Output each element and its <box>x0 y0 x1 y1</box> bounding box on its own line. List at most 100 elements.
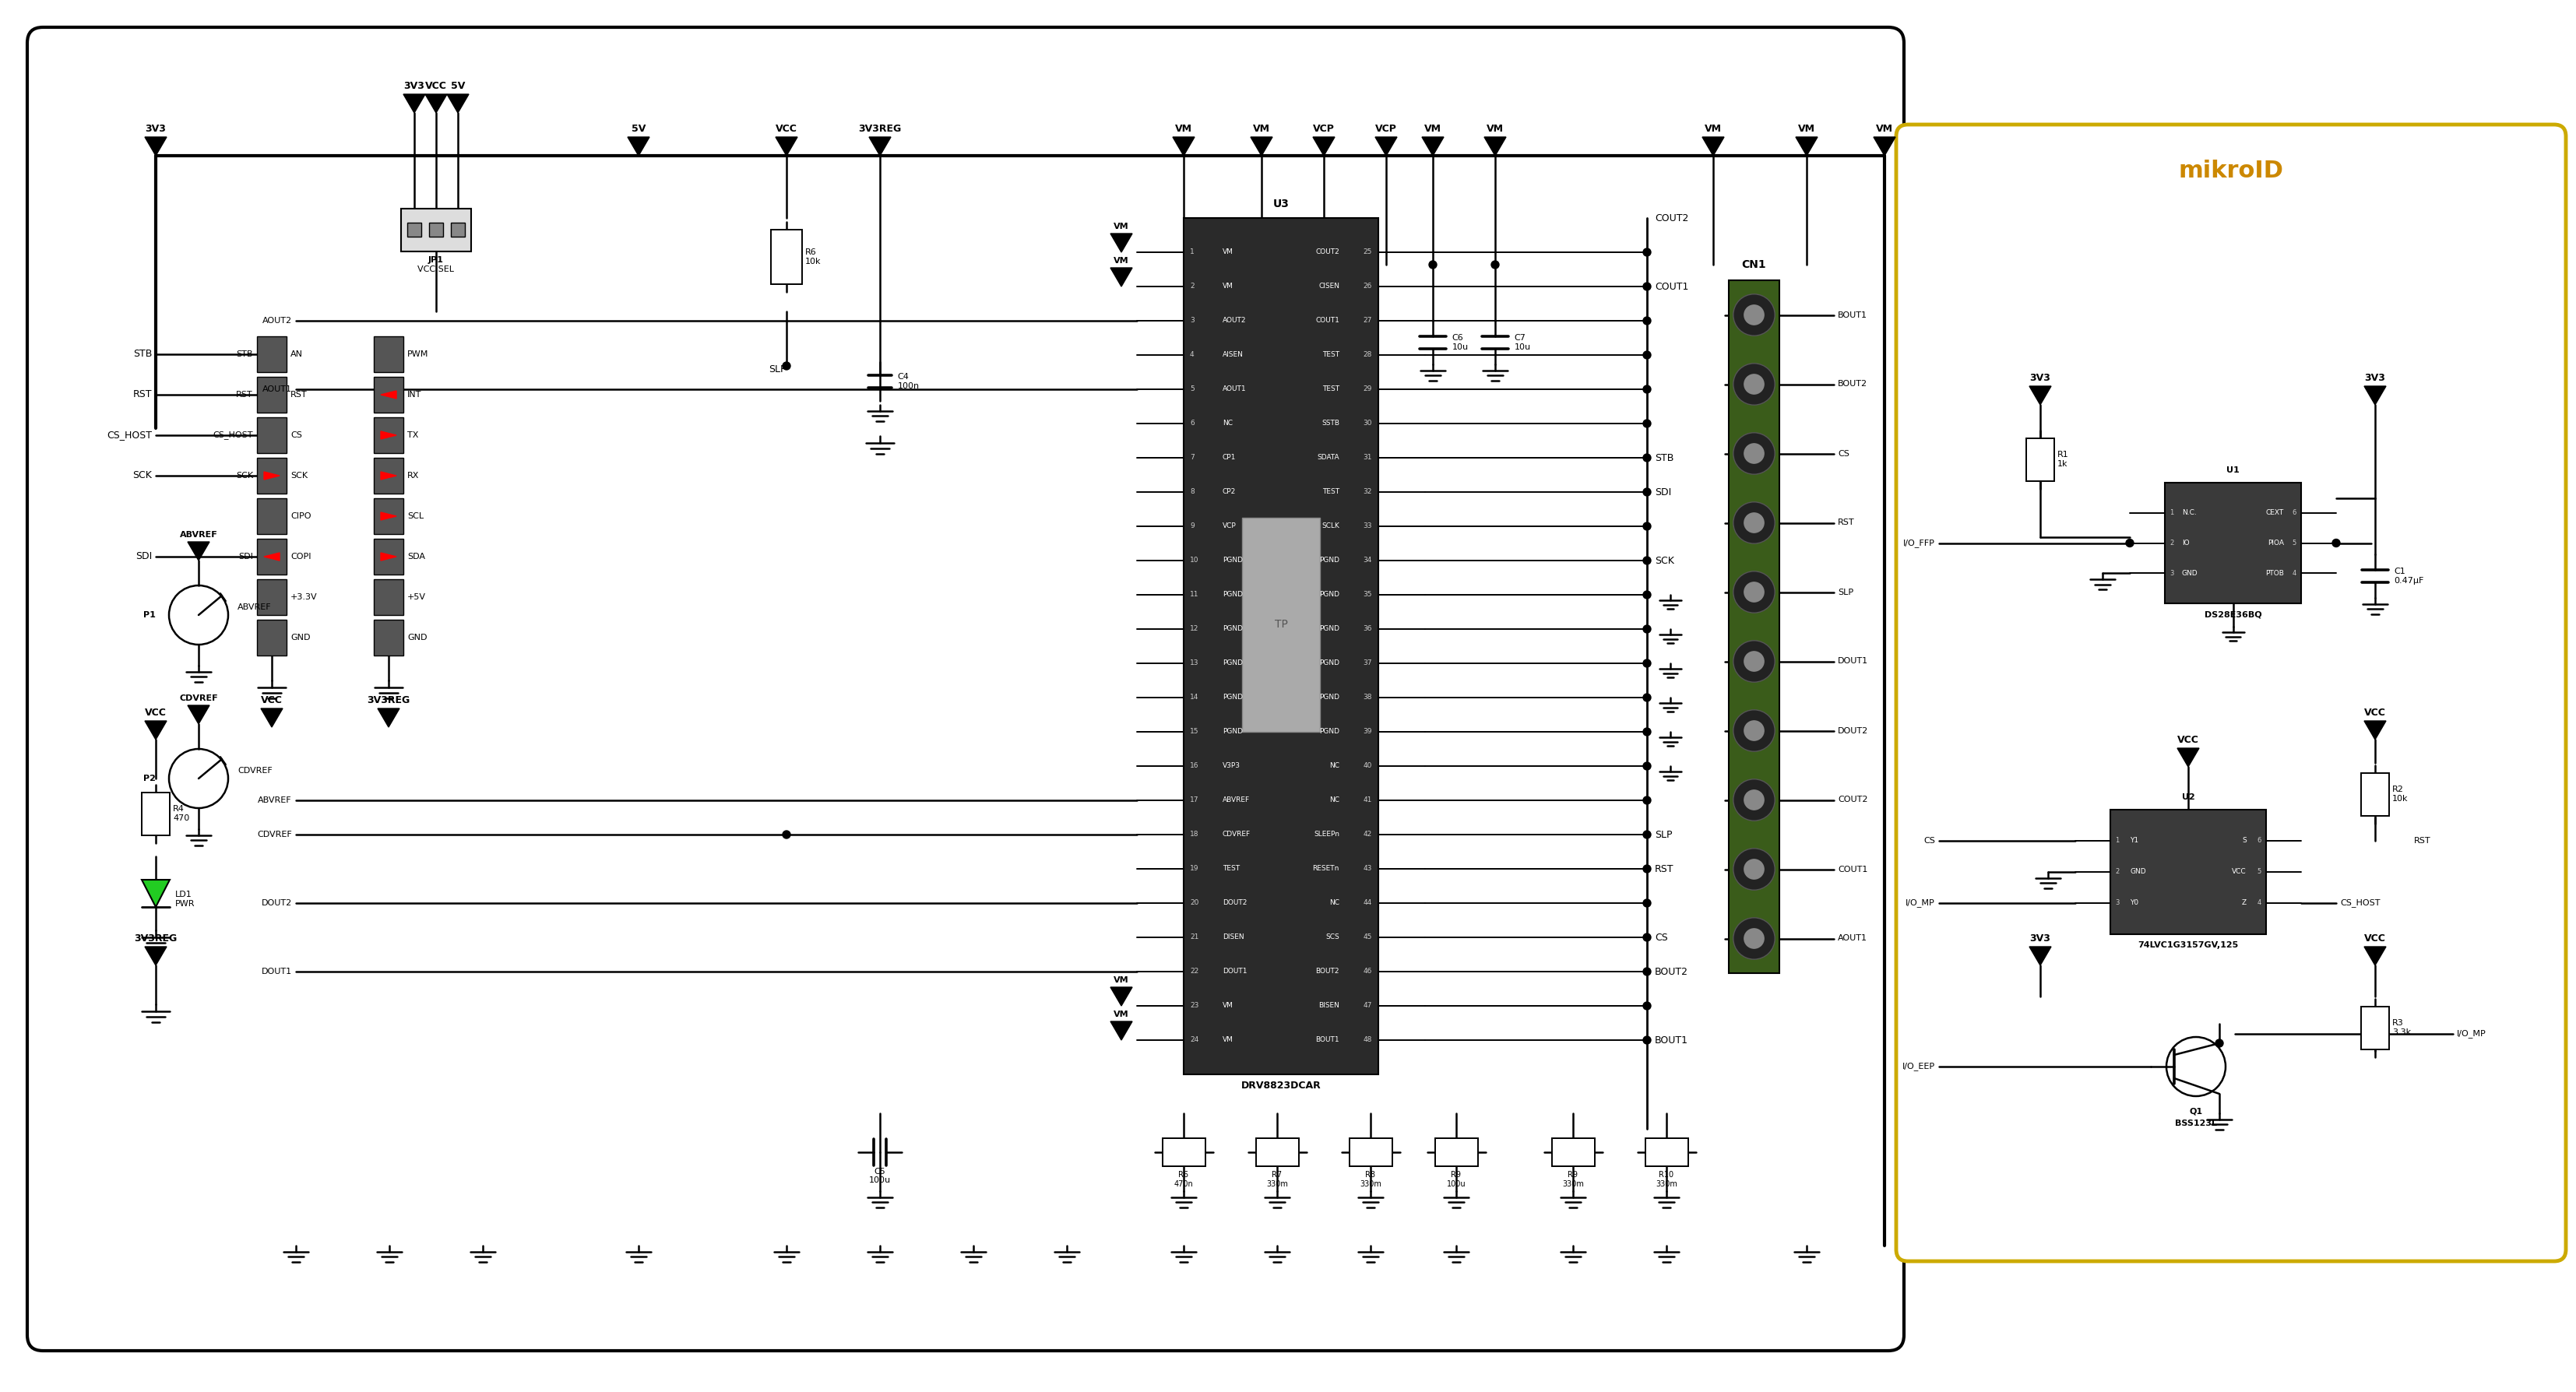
Bar <box>1728 280 1780 973</box>
Circle shape <box>1643 660 1651 667</box>
Text: SCK: SCK <box>291 472 307 480</box>
Circle shape <box>1430 260 1437 269</box>
Text: PGND: PGND <box>1224 592 1242 599</box>
Circle shape <box>1744 859 1765 880</box>
Circle shape <box>1492 260 1499 269</box>
Text: 3V3: 3V3 <box>144 124 167 134</box>
Polygon shape <box>1795 136 1819 156</box>
Text: VCP: VCP <box>1314 124 1334 134</box>
Circle shape <box>1744 789 1765 810</box>
Polygon shape <box>425 95 448 113</box>
Text: SLP: SLP <box>1654 830 1672 839</box>
Polygon shape <box>1873 136 1896 156</box>
Text: SCK: SCK <box>1654 555 1674 565</box>
Text: STB: STB <box>1654 452 1674 462</box>
Circle shape <box>1734 571 1775 612</box>
Bar <box>374 579 404 615</box>
Text: C5
100u: C5 100u <box>868 1168 891 1185</box>
Text: P2: P2 <box>144 774 155 782</box>
Text: CEXT: CEXT <box>2267 509 2285 516</box>
Text: VM: VM <box>1224 283 1234 290</box>
Polygon shape <box>2365 721 2385 739</box>
Text: 2: 2 <box>2115 869 2120 876</box>
Text: 3: 3 <box>1190 317 1195 324</box>
Text: 14: 14 <box>1190 695 1198 702</box>
Text: R4
470: R4 470 <box>173 805 191 821</box>
Text: Y1: Y1 <box>2130 838 2138 845</box>
Text: SDI: SDI <box>137 551 152 562</box>
Polygon shape <box>1110 267 1133 287</box>
Text: 4: 4 <box>1190 352 1195 359</box>
Bar <box>2027 438 2053 480</box>
Bar <box>258 458 286 494</box>
Text: VM: VM <box>1705 124 1721 134</box>
Text: SDA: SDA <box>407 553 425 561</box>
Polygon shape <box>1110 1022 1133 1040</box>
Text: VM: VM <box>1252 124 1270 134</box>
Polygon shape <box>1703 136 1723 156</box>
Text: STB: STB <box>134 349 152 359</box>
Circle shape <box>1734 780 1775 821</box>
Text: CS: CS <box>291 432 301 438</box>
Text: COUT1: COUT1 <box>1654 281 1687 291</box>
Text: VM: VM <box>1798 124 1816 134</box>
Text: 28: 28 <box>1363 352 1373 359</box>
Text: AOUT1: AOUT1 <box>263 386 291 393</box>
Polygon shape <box>381 391 397 398</box>
Text: mikroID: mikroID <box>2179 160 2282 182</box>
Text: CS: CS <box>1654 933 1667 942</box>
Circle shape <box>1643 454 1651 462</box>
Text: 3V3: 3V3 <box>2030 934 2050 944</box>
Text: DOUT1: DOUT1 <box>1224 967 1247 976</box>
Text: DOUT2: DOUT2 <box>260 899 291 908</box>
Text: 3V3: 3V3 <box>2030 373 2050 383</box>
Text: 15: 15 <box>1190 728 1198 735</box>
Text: VM: VM <box>1224 1037 1234 1044</box>
Text: 9: 9 <box>1190 523 1195 530</box>
Text: AN: AN <box>291 351 304 358</box>
Text: 8: 8 <box>1190 489 1195 496</box>
Circle shape <box>1643 625 1651 633</box>
Circle shape <box>1643 728 1651 736</box>
Text: 39: 39 <box>1363 728 1373 735</box>
Text: TEST: TEST <box>1321 489 1340 496</box>
Text: NC: NC <box>1329 763 1340 770</box>
Text: C4
100n: C4 100n <box>896 373 920 390</box>
Text: PTOB: PTOB <box>2264 569 2285 576</box>
Text: BOUT2: BOUT2 <box>1654 966 1687 977</box>
Polygon shape <box>188 706 209 724</box>
Text: CISEN: CISEN <box>1319 283 1340 290</box>
Text: GND: GND <box>407 633 428 642</box>
Text: 20: 20 <box>1190 899 1198 906</box>
Text: PWM: PWM <box>407 351 428 358</box>
Bar <box>1242 518 1319 732</box>
Circle shape <box>1643 590 1651 599</box>
Circle shape <box>1643 864 1651 873</box>
Polygon shape <box>2030 386 2050 405</box>
Polygon shape <box>2177 748 2200 767</box>
Text: C7
10u: C7 10u <box>1515 334 1530 351</box>
Text: CDVREF: CDVREF <box>237 767 273 774</box>
Text: 13: 13 <box>1190 660 1198 667</box>
Text: 12: 12 <box>1190 625 1198 632</box>
Text: PGND: PGND <box>1319 660 1340 667</box>
Circle shape <box>1643 1002 1651 1009</box>
Bar <box>770 230 801 284</box>
Text: BOUT2: BOUT2 <box>1837 380 1868 388</box>
Text: 32: 32 <box>1363 489 1373 496</box>
Polygon shape <box>1172 136 1195 156</box>
Text: Z: Z <box>2241 899 2246 906</box>
Polygon shape <box>2365 947 2385 966</box>
Text: 30: 30 <box>1363 420 1373 427</box>
Text: STB: STB <box>237 351 252 358</box>
Bar <box>374 418 404 454</box>
Text: PGND: PGND <box>1319 557 1340 564</box>
Text: VM: VM <box>1113 1011 1128 1019</box>
Circle shape <box>1643 557 1651 564</box>
Text: 6: 6 <box>2257 838 2262 845</box>
Bar <box>402 209 471 252</box>
Text: 5: 5 <box>1190 386 1195 393</box>
Text: 19: 19 <box>1190 866 1198 873</box>
Text: VCC SEL: VCC SEL <box>417 266 453 273</box>
Circle shape <box>1643 763 1651 770</box>
